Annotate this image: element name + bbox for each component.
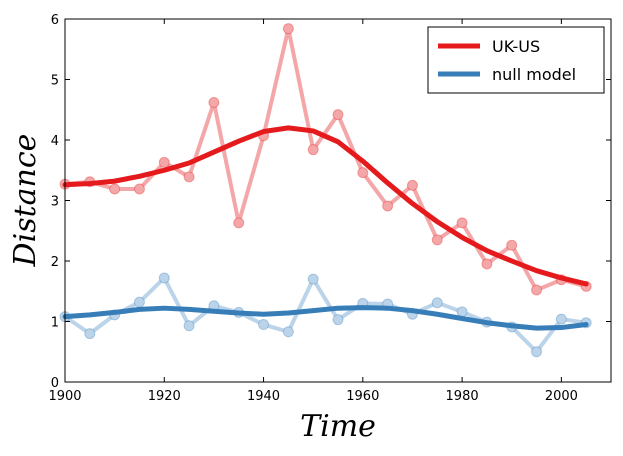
y-tick-label: 1 [51, 316, 59, 331]
uk-us-raw-point [506, 239, 518, 251]
y-tick-label: 4 [51, 134, 59, 149]
y-tick-label: 0 [51, 376, 59, 391]
x-tick-label: 1960 [346, 389, 379, 404]
null-model-raw-point [84, 328, 96, 340]
legend-box [427, 26, 605, 94]
y-tick-label: 2 [51, 255, 59, 270]
null-model-raw-point [555, 313, 567, 325]
x-tick-label: 1940 [247, 389, 280, 404]
y-tick-label: 5 [51, 74, 59, 89]
null-model-raw-point [258, 319, 270, 331]
null-model-raw-point [282, 326, 294, 338]
uk-us-raw-point [233, 217, 245, 229]
y-axis-title: Distance [8, 134, 43, 268]
x-tick-label: 1980 [446, 389, 479, 404]
null-model-raw-point [133, 296, 145, 308]
x-tick-label: 1920 [148, 389, 181, 404]
uk-us-raw-point [133, 183, 145, 195]
uk-us-raw-point [431, 234, 443, 246]
uk-us-raw-point [109, 183, 121, 195]
null-model-raw-point [531, 346, 543, 358]
uk-us-raw-point [332, 109, 344, 121]
null-model-raw-point [183, 320, 195, 332]
uk-us-raw-point [456, 217, 468, 229]
null-model-raw-point [332, 314, 344, 326]
null-model-smoothed-line [62, 305, 589, 331]
x-tick-label: 2000 [545, 389, 578, 404]
uk-us-raw-point [406, 179, 418, 191]
x-axis-title: Time [300, 409, 376, 444]
uk-us-raw-point [531, 284, 543, 296]
uk-us-raw-point [183, 171, 195, 183]
null-model-raw-point [456, 306, 468, 318]
null-model-raw-point [307, 273, 319, 285]
null-model-raw-line [63, 275, 587, 354]
null-model-raw-point [158, 272, 170, 284]
null-model-raw-point [431, 297, 443, 309]
uk-us-raw-point [158, 156, 170, 168]
y-tick-label: 6 [51, 13, 59, 28]
legend: UK-US null model [427, 26, 605, 94]
uk-us-raw-point [481, 258, 493, 270]
uk-us-smoothed-line [62, 125, 589, 287]
x-tick-label: 1900 [48, 389, 81, 404]
legend-label-null-model: null model [492, 65, 576, 84]
legend-label-uk-us: UK-US [492, 37, 540, 56]
uk-us-raw-point [382, 200, 394, 212]
uk-us-raw-point [307, 144, 319, 156]
uk-us-raw-point [208, 96, 220, 108]
y-tick-label: 3 [51, 195, 59, 210]
uk-us-raw-point [282, 23, 294, 35]
uk-us-raw-point [357, 167, 369, 179]
